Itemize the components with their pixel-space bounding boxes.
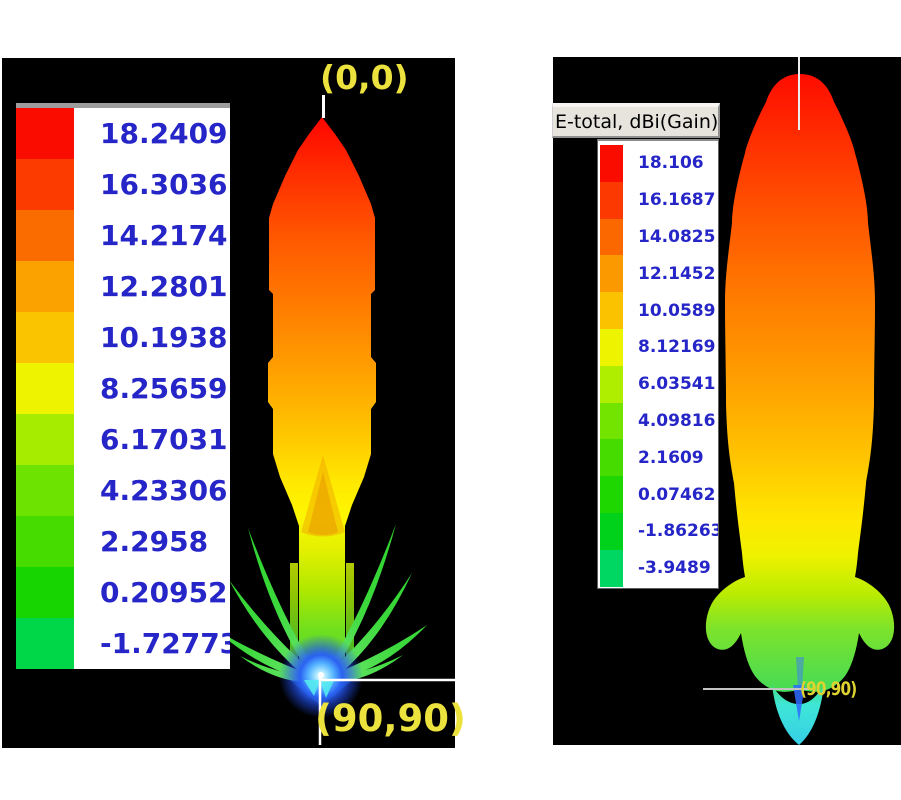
- colorbar-row: 0.07462: [598, 476, 718, 513]
- colorbar-value: 18.2409: [100, 117, 228, 150]
- colorbar-value: 14.2174: [100, 219, 228, 252]
- colorbar-value: 8.12169: [638, 337, 716, 358]
- colorbar-value: 2.1609: [638, 447, 704, 468]
- boresight-tick-line: [322, 95, 325, 118]
- colorbar-value: 18.106: [638, 153, 704, 174]
- left-radiation-pattern-canvas[interactable]: [2, 58, 455, 748]
- colorbar-row: 16.3036: [16, 159, 230, 210]
- colorbar-row: 16.1687: [598, 181, 718, 219]
- colorbar-swatch: [16, 414, 74, 465]
- colorbar-value: 6.17031: [100, 423, 228, 456]
- under-spike: [304, 680, 320, 696]
- right-colorbar: 18.106 16.1687 14.0825 12.1452 10.0589 8…: [597, 139, 719, 589]
- colorbar-swatch: [600, 145, 623, 182]
- colorbar-row: 14.2174: [16, 210, 230, 261]
- colorbar-row: 12.1452: [598, 255, 718, 293]
- colorbar-value: 12.1452: [638, 263, 716, 284]
- colorbar-swatch: [16, 567, 74, 618]
- colorbar-value: 8.25659: [100, 372, 228, 405]
- colorbar-swatch: [16, 363, 74, 414]
- colorbar-swatch: [600, 218, 623, 256]
- right-3d-pattern-viewport[interactable]: E-total, dBi(Gain) 18.106 16.1687 14.082…: [552, 57, 901, 745]
- colorbar-swatch: [600, 512, 623, 550]
- left-colorbar: 18.2409 16.3036 14.2174 12.2801 10.1938 …: [16, 103, 230, 669]
- legend-window-titlebar[interactable]: E-total, dBi(Gain): [552, 103, 720, 138]
- colorbar-value: 2.2958: [100, 525, 209, 558]
- colorbar-row: 6.17031: [16, 414, 230, 465]
- inner-cone-core: [308, 472, 338, 535]
- colorbar-row: 4.23306: [16, 465, 230, 516]
- colorbar-row: 8.25659: [16, 363, 230, 414]
- colorbar-value: 14.0825: [638, 226, 716, 247]
- colorbar-swatch: [600, 549, 623, 587]
- colorbar-swatch: [600, 439, 623, 477]
- origin-blue-streak: [796, 657, 804, 689]
- colorbar-swatch: [16, 159, 74, 210]
- under-spike: [320, 680, 334, 698]
- colorbar-row: 2.2958: [16, 516, 230, 567]
- colorbar-swatch: [600, 476, 623, 513]
- origin-annotation: (90,90): [800, 678, 857, 700]
- main-beam-lobe: [705, 74, 895, 692]
- colorbar-swatch: [16, 108, 74, 159]
- right-radiation-pattern-canvas[interactable]: [553, 57, 901, 745]
- rear-lobe-blue-streak: [793, 685, 805, 721]
- main-beam-lobe: [268, 117, 376, 679]
- colorbar-value: 12.2801: [100, 270, 228, 303]
- colorbar-row: -1.86263: [598, 512, 719, 550]
- colorbar-swatch: [16, 312, 74, 363]
- colorbar-row: 10.1938: [16, 312, 230, 363]
- colorbar-row: 12.2801: [16, 261, 230, 312]
- colorbar-row: 18.106: [598, 145, 718, 182]
- colorbar-swatch: [600, 181, 623, 219]
- colorbar-swatch: [16, 465, 74, 516]
- colorbar-value: 16.3036: [100, 168, 228, 201]
- colorbar-swatch: [16, 210, 74, 261]
- colorbar-swatch: [600, 328, 623, 366]
- origin-annotation: (90,90): [315, 697, 466, 740]
- colorbar-value: 16.1687: [638, 190, 716, 211]
- colorbar-value: 4.09816: [638, 410, 716, 431]
- colorbar-value: 10.1938: [100, 321, 228, 354]
- colorbar-row: 8.12169: [598, 328, 718, 366]
- colorbar-row: -3.9489: [598, 549, 718, 587]
- colorbar-row: 0.20952: [16, 567, 230, 618]
- colorbar-swatch: [600, 292, 623, 329]
- colorbar-swatch: [16, 618, 74, 669]
- colorbar-value: 0.20952: [100, 576, 228, 609]
- colorbar-value: 4.23306: [100, 474, 228, 507]
- colorbar-value: 0.07462: [638, 484, 716, 505]
- colorbar-row: 6.03541: [598, 365, 718, 403]
- colorbar-swatch: [16, 261, 74, 312]
- colorbar-row: 2.1609: [598, 439, 718, 477]
- colorbar-swatch: [16, 516, 74, 567]
- colorbar-row: -1.72773: [16, 618, 230, 669]
- colorbar-value: 6.03541: [638, 374, 716, 395]
- colorbar-swatch: [600, 402, 623, 440]
- colorbar-value: -1.72773: [100, 627, 230, 660]
- left-3d-pattern-viewport[interactable]: 18.2409 16.3036 14.2174 12.2801 10.1938 …: [2, 58, 466, 748]
- colorbar-row: 18.2409: [16, 108, 230, 159]
- colorbar-row: 10.0589: [598, 292, 718, 329]
- colorbar-value: 10.0589: [638, 300, 716, 321]
- colorbar-value: -3.9489: [638, 558, 711, 579]
- origin-dot: [318, 672, 324, 678]
- boresight-annotation: (0,0): [320, 58, 409, 97]
- colorbar-value: -1.86263: [638, 521, 719, 542]
- colorbar-swatch: [600, 255, 623, 293]
- colorbar-swatch: [600, 365, 623, 403]
- colorbar-row: 4.09816: [598, 402, 718, 440]
- colorbar-row: 14.0825: [598, 218, 718, 256]
